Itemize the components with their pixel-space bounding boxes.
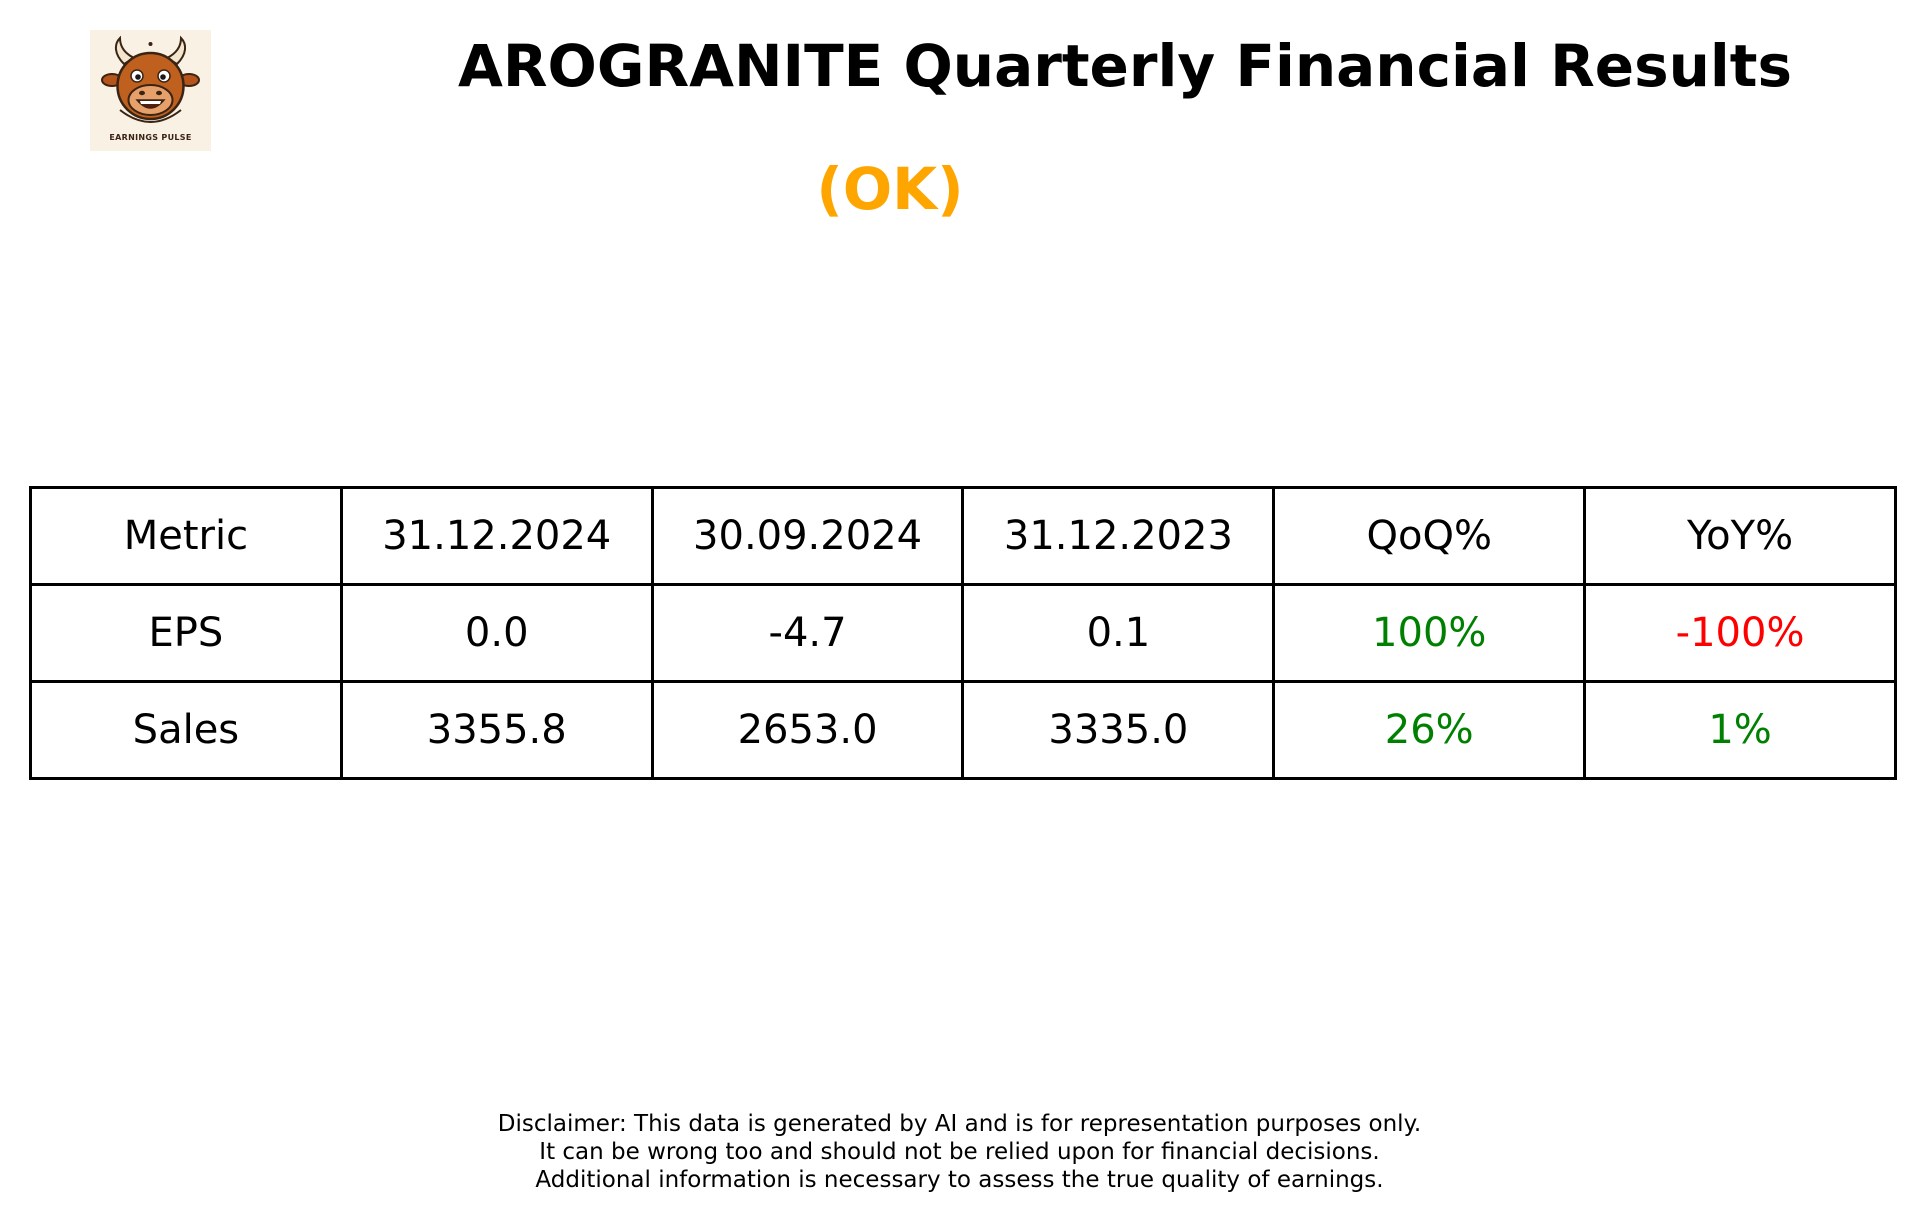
disclaimer-line: It can be wrong too and should not be re…	[539, 1139, 1380, 1165]
page-title: AROGRANITE Quarterly Financial Results	[457, 32, 1793, 100]
column-header-year-ago-quarter: 31.12.2023	[961, 486, 1276, 586]
bull-mascot-icon	[101, 35, 200, 123]
column-header-metric: Metric	[29, 486, 343, 586]
disclaimer-line: Disclaimer: This data is generated by AI…	[497, 1111, 1422, 1137]
sales-qoq-change: 26%	[1272, 680, 1587, 780]
sales-current-quarter: 3355.8	[339, 680, 654, 780]
column-header-yoy: YoY%	[1583, 486, 1897, 586]
column-header-current-quarter: 31.12.2024	[339, 486, 654, 586]
column-header-previous-quarter: 30.09.2024	[650, 486, 965, 586]
eps-qoq-change: 100%	[1272, 583, 1587, 683]
column-header-qoq: QoQ%	[1272, 486, 1587, 586]
table-row-eps: EPS 0.0 -4.7 0.1 100% -100%	[29, 583, 1897, 683]
sales-yoy-change: 1%	[1583, 680, 1897, 780]
disclaimer: Disclaimer: This data is generated by AI…	[0, 1110, 1919, 1194]
disclaimer-line: Additional information is necessary to a…	[535, 1167, 1384, 1193]
status-badge: (OK)	[816, 155, 964, 223]
table-header-row: Metric 31.12.2024 30.09.2024 31.12.2023 …	[29, 486, 1897, 586]
row-label-eps: EPS	[29, 583, 343, 683]
eps-previous-quarter: -4.7	[650, 583, 965, 683]
sales-previous-quarter: 2653.0	[650, 680, 965, 780]
eps-current-quarter: 0.0	[339, 583, 654, 683]
eps-year-ago-quarter: 0.1	[961, 583, 1276, 683]
logo: EARNINGS PULSE	[90, 30, 211, 151]
results-table: Metric 31.12.2024 30.09.2024 31.12.2023 …	[29, 486, 1897, 780]
sales-year-ago-quarter: 3335.0	[961, 680, 1276, 780]
table-row-sales: Sales 3355.8 2653.0 3335.0 26% 1%	[29, 680, 1897, 780]
logo-text: EARNINGS PULSE	[109, 133, 192, 142]
eps-yoy-change: -100%	[1583, 583, 1897, 683]
row-label-sales: Sales	[29, 680, 343, 780]
